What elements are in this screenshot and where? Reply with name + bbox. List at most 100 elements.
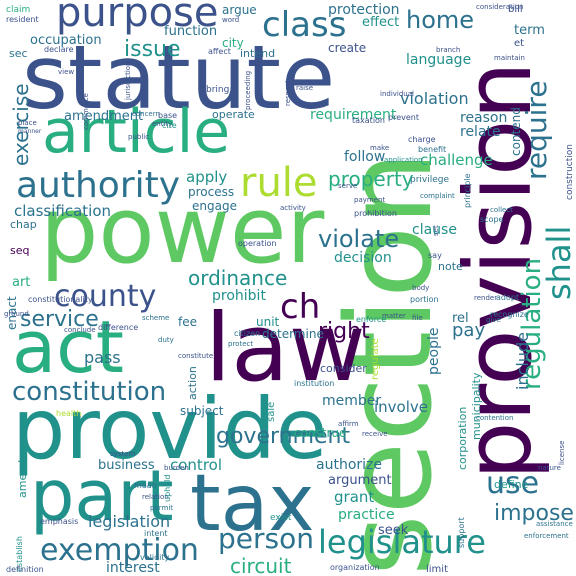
word-chap: chap — [10, 218, 37, 231]
word-affirm: affirm — [338, 420, 359, 428]
word-determine: determine — [262, 327, 324, 341]
word-create: create — [328, 41, 366, 55]
word-give: give — [486, 316, 501, 324]
word-clause: clause — [412, 222, 457, 238]
word-citizen: citizen — [234, 329, 260, 338]
word-legislation: legislation — [88, 512, 170, 531]
word-statute: statute — [22, 26, 335, 129]
word-duty: duty — [158, 336, 174, 344]
word-government: government — [216, 424, 350, 449]
word-power: power — [40, 177, 325, 284]
word-apply: apply — [186, 168, 227, 186]
word-exercise: exercise — [9, 83, 33, 166]
word-circuit: circuit — [230, 554, 292, 576]
word-body: body — [412, 284, 429, 292]
word-require: require — [520, 80, 553, 180]
word-art: art — [12, 275, 30, 290]
word-argument: argument — [328, 473, 392, 488]
word-decision: decision — [334, 250, 392, 266]
word-consider: consider — [320, 362, 367, 375]
word-argue: argue — [222, 3, 257, 17]
word-support: support — [457, 517, 466, 548]
word-base: base — [158, 111, 177, 120]
word-provision: provision — [445, 61, 552, 480]
word-organization: organization — [330, 563, 380, 572]
word-regulate: regulate — [370, 338, 381, 380]
word-burden: burden — [164, 464, 189, 472]
word-class: class — [262, 5, 346, 45]
word-business: business — [98, 458, 155, 473]
word-prohibit: prohibit — [212, 288, 266, 304]
word-subject: subject — [180, 404, 224, 418]
word-scope: scope — [480, 215, 504, 224]
word-consideration: consideration — [476, 3, 524, 11]
word-enforce: enforce — [356, 315, 386, 324]
word-construe: construe — [294, 426, 346, 440]
word-control: control — [170, 456, 222, 474]
word-amendment: amendment — [64, 109, 143, 124]
word-constitute: constitute — [178, 352, 213, 360]
word-affect: affect — [208, 47, 231, 56]
word-license: license — [558, 441, 566, 465]
word-function: function — [164, 24, 217, 39]
word-privilege: privilege — [410, 175, 449, 185]
word-commerce: commerce — [82, 93, 90, 130]
word-complaint: complaint — [420, 192, 455, 200]
word-seek: seek — [378, 523, 409, 538]
word-institution: institution — [294, 379, 334, 388]
word-prevent: prevent — [388, 113, 419, 122]
word-say: say — [428, 251, 442, 260]
word-enact: enact — [5, 296, 19, 330]
word-bring: bring — [206, 85, 229, 95]
word-law: law — [205, 294, 366, 403]
word-place: place — [18, 119, 37, 127]
word-sec: sec — [9, 47, 28, 60]
word-exist: exist — [270, 513, 292, 523]
word-language: language — [406, 52, 471, 68]
word-include: include — [513, 332, 532, 390]
word-seq: seq — [10, 244, 29, 257]
word-view: view — [58, 68, 74, 76]
word-requirement: requirement — [310, 107, 397, 123]
word-follow: follow — [344, 149, 385, 165]
word-member: member — [322, 393, 381, 409]
word-amend: amend — [16, 460, 29, 498]
word-reason: reason — [460, 110, 507, 126]
word-operation: operation — [238, 239, 276, 248]
word-difference: difference — [98, 323, 138, 332]
word-grant: grant — [334, 488, 374, 506]
word-part: part — [30, 455, 174, 537]
word-service: service — [20, 307, 99, 332]
word-set: set — [432, 225, 440, 236]
word-challenge: challenge — [420, 151, 493, 169]
word-person: person — [218, 522, 314, 555]
word-principle: principle — [463, 173, 472, 208]
word-impose: impose — [494, 501, 574, 526]
word-individual: individual — [380, 90, 414, 98]
word-issue: issue — [124, 37, 181, 62]
word-enforcement: enforcement — [524, 532, 569, 540]
word-authority: authority — [16, 165, 180, 206]
word-limit: limit — [426, 564, 448, 575]
word-pass: pass — [84, 348, 121, 367]
word-manner: manner — [18, 128, 42, 135]
word-operate: operate — [212, 108, 255, 121]
word-raise: raise — [296, 84, 313, 92]
word-portion: portion — [410, 295, 439, 304]
word-uphold: uphold — [163, 475, 172, 502]
word-define: define — [494, 478, 529, 491]
word-resident: resident — [6, 15, 39, 24]
word-city: city — [222, 36, 244, 50]
word-application: application — [384, 156, 423, 164]
word-concern: concern — [132, 110, 160, 118]
word-effect: effect — [362, 15, 399, 30]
word-scheme: scheme — [142, 314, 169, 322]
word-provide: provide — [12, 380, 327, 478]
word-note: note — [438, 260, 463, 273]
word-shall: shall — [540, 226, 576, 300]
word-taxation: taxation — [352, 116, 385, 125]
word-declare: declare — [44, 45, 74, 54]
word-et: et — [514, 38, 524, 49]
word-engage: engage — [192, 199, 237, 213]
